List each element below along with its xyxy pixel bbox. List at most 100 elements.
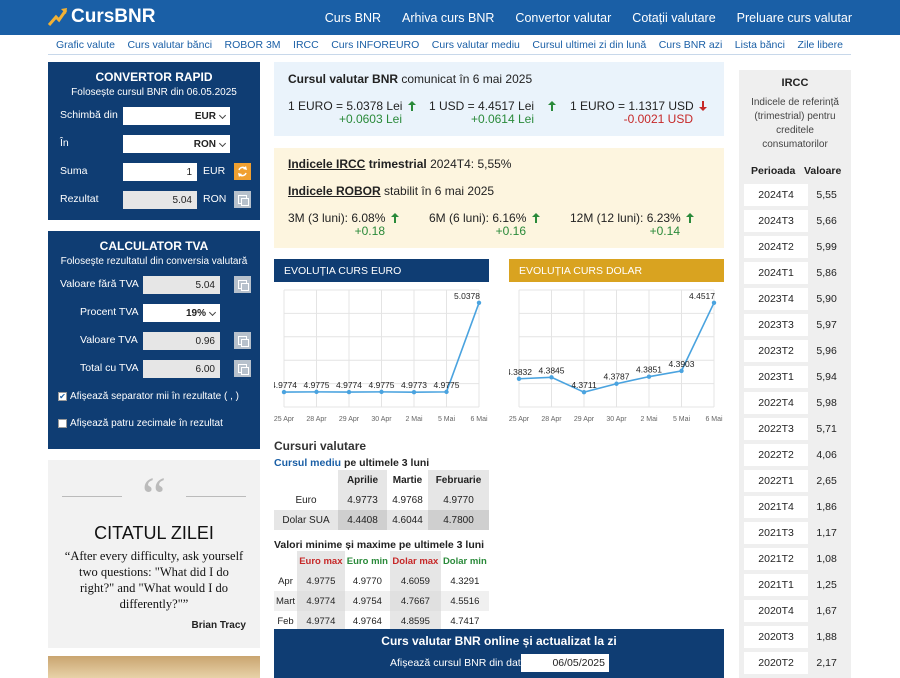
converter-panel: CONVERTOR RAPID Folosește cursul BNR din… xyxy=(48,62,260,220)
ircc-row: 2022T4 5,98 xyxy=(744,392,845,414)
subnav-ircc[interactable]: IRCC xyxy=(293,38,319,51)
data-label: 4.3851 xyxy=(636,365,662,375)
ircc-link[interactable]: Indicele IRCC xyxy=(288,157,366,171)
ircc-value: 1,08 xyxy=(816,553,837,565)
rate-cell: 4.9770 xyxy=(428,490,489,510)
ircc-value: 1,86 xyxy=(816,501,837,513)
vat-subtitle: Foloseşte rezultatul din conversia valut… xyxy=(60,256,248,267)
tick-label: 28 Apr xyxy=(306,416,327,423)
minmax-cell: 4.6059 xyxy=(390,571,441,591)
nav-arhiva[interactable]: Arhiva curs BNR xyxy=(402,10,495,25)
data-label: 4.9775 xyxy=(434,380,460,390)
minmax-cell: 4.9774 xyxy=(297,591,345,611)
robor-3m: 3M (3 luni): 6.08% xyxy=(288,211,386,225)
subnav-banci[interactable]: Curs valutar bănci xyxy=(127,38,213,51)
euro-chart: EVOLUȚIA CURS EURO 4.9774 25 Apr 4.9775 28 … xyxy=(274,259,489,429)
tick-label: 25 Apr xyxy=(509,416,530,423)
ircc-title: IRCC xyxy=(781,77,809,89)
data-point xyxy=(614,381,619,386)
subnav-grafic[interactable]: Grafic valute xyxy=(56,38,115,51)
copy-vat-button[interactable] xyxy=(234,332,251,349)
ircc-value: 2,17 xyxy=(816,657,837,669)
result-output: 5.04 xyxy=(123,191,197,209)
tick-label: 29 Apr xyxy=(339,416,360,423)
subnav-mediu[interactable]: Curs valutar mediu xyxy=(431,38,520,51)
ircc-row: 2023T2 5,96 xyxy=(744,340,845,362)
subnav-lista-banci[interactable]: Lista bănci xyxy=(734,38,785,51)
tick-label: 30 Apr xyxy=(606,416,627,423)
logo[interactable]: CursBNR xyxy=(48,6,155,28)
tick-label: 2 Mai xyxy=(405,416,423,423)
checkbox-checked[interactable]: ✔ xyxy=(58,392,67,401)
minmax-table: Euro max Euro min Dolar max Dolar min Ap… xyxy=(274,551,489,631)
checkbox-unchecked[interactable] xyxy=(58,419,67,428)
ircc-value: 4,06 xyxy=(816,449,837,461)
subnav-zile-libere[interactable]: Zile libere xyxy=(797,38,843,51)
ircc-value: 1,88 xyxy=(816,631,837,643)
ircc-value: 1,25 xyxy=(816,579,837,591)
ircc-row: 2020T2 2,17 xyxy=(744,652,845,674)
ircc-row: 2021T3 1,17 xyxy=(744,522,845,544)
data-point xyxy=(411,389,417,395)
ircc-type: trimestrial xyxy=(368,157,427,171)
tick-label: 29 Apr xyxy=(574,416,595,423)
result-unit: RON xyxy=(203,193,227,205)
quote-author: Brian Tracy xyxy=(191,620,246,631)
net-value-input[interactable]: 5.04 xyxy=(143,276,220,294)
month-header: Aprilie xyxy=(338,470,387,490)
ircc-period: 2024T4 xyxy=(744,184,809,206)
swap-button[interactable] xyxy=(234,163,251,180)
copy-result-button[interactable] xyxy=(234,191,251,208)
amount-input[interactable]: 1 xyxy=(123,163,197,181)
ircc-value: 5,97 xyxy=(816,319,837,331)
ircc-value: 5,94 xyxy=(816,371,837,383)
rate-cell: 4.7800 xyxy=(428,510,489,530)
ircc-period: 2022T4 xyxy=(744,392,809,414)
euro-chart-plot: 4.9774 25 Apr 4.9775 28 Apr 4.9774 29 Apr 4.97… xyxy=(274,289,488,423)
subnav-inforeuro[interactable]: Curs INFOREURO xyxy=(331,38,420,51)
dollar-chart: EVOLUȚIA CURS DOLAR 4.3832 25 Apr 4.3845 28… xyxy=(509,259,724,429)
ircc-period: 2022T3 xyxy=(744,418,809,440)
rate-eur-usd: 1 EURO = 1.1317 USD xyxy=(570,99,694,113)
date-input[interactable]: 06/05/2025 xyxy=(521,654,609,672)
subnav-ultima-zi[interactable]: Cursul ultimei zi din lună xyxy=(532,38,647,51)
ircc-period: 2024T1 xyxy=(744,262,809,284)
nav-preluare[interactable]: Preluare curs valutar xyxy=(736,10,852,25)
tick-label: 28 Apr xyxy=(541,416,562,423)
data-label: 4.9774 xyxy=(336,380,362,390)
data-label: 4.3845 xyxy=(539,365,565,375)
data-label: 4.3711 xyxy=(571,380,597,390)
nav-curs-bnr[interactable]: Curs BNR xyxy=(324,10,382,25)
month-header: Martie xyxy=(392,474,423,486)
data-point xyxy=(476,300,482,306)
data-label: 4.9775 xyxy=(304,380,330,390)
robor-link[interactable]: Indicele ROBOR xyxy=(288,184,381,198)
col-euro-max: Euro max xyxy=(297,551,345,571)
delta-eur-ron: +0.0603 Lei xyxy=(338,112,402,126)
nav-convertor[interactable]: Convertor valutar xyxy=(515,10,612,25)
nav-cotatii[interactable]: Cotații valutare xyxy=(632,10,716,25)
data-point xyxy=(646,374,652,379)
to-currency-select[interactable]: RON xyxy=(123,135,230,153)
four-decimals-checkbox[interactable]: Afișează patru zecimale în rezultat xyxy=(58,418,223,429)
from-currency-select[interactable]: EUR xyxy=(123,107,230,125)
month-label: Mart xyxy=(276,595,295,607)
thousands-separator-checkbox[interactable]: ✔ Afișează separator mii în rezultate ( ,… xyxy=(58,391,239,402)
ircc-period: 2020T2 xyxy=(744,652,809,674)
copy-net-button[interactable] xyxy=(234,276,251,293)
ircc-period: 2024T2 xyxy=(744,236,809,258)
ircc-period: 2023T4 xyxy=(744,288,809,310)
subnav-azi[interactable]: Curs BNR azi xyxy=(658,38,723,51)
ircc-row: 2024T2 5,99 xyxy=(744,236,845,258)
data-label: 4.3832 xyxy=(509,367,532,377)
curs-mediu-link[interactable]: Cursul mediu xyxy=(274,457,342,469)
data-label: 4.3787 xyxy=(604,372,630,382)
subnav-robor[interactable]: ROBOR 3M xyxy=(224,38,281,51)
ircc-value: 1,67 xyxy=(816,605,837,617)
col-dolar-max: Dolar max xyxy=(390,551,441,571)
bnr-rates-box: Cursul valutar BNR comunicat în 6 mai 20… xyxy=(274,62,724,136)
amount-unit: EUR xyxy=(203,165,226,177)
col-period: Perioada xyxy=(751,165,796,177)
copy-total-button[interactable] xyxy=(234,360,251,377)
vat-percent-select[interactable]: 19% xyxy=(143,304,220,322)
